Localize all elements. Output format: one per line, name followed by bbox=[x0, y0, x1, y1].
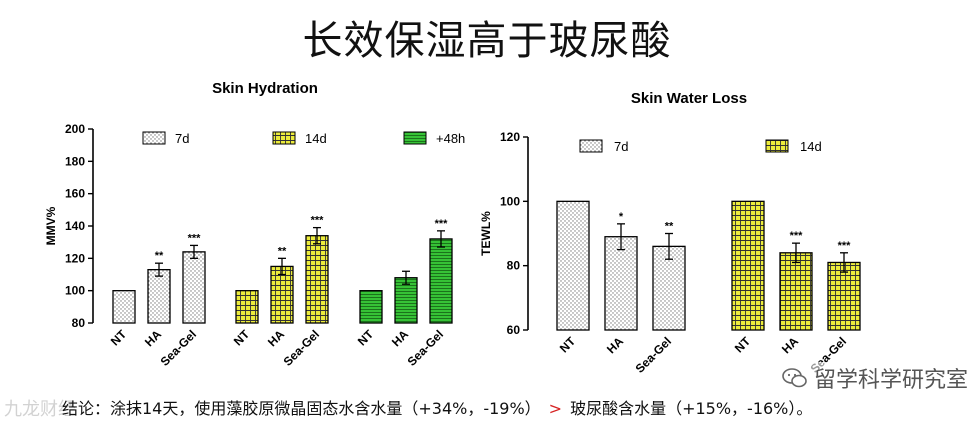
bar bbox=[113, 291, 135, 323]
x-tick-label: Sea-Gel bbox=[633, 334, 675, 376]
bar bbox=[148, 270, 170, 323]
x-tick-label: Sea-Gel bbox=[158, 327, 200, 369]
x-tick-label: HA bbox=[265, 327, 287, 349]
x-tick-label: HA bbox=[142, 327, 164, 349]
conclusion-suffix: 玻尿酸含水量（+15%，-16%）。 bbox=[570, 399, 812, 418]
y-tick-label: 120 bbox=[65, 251, 85, 265]
legend-label: +48h bbox=[436, 131, 465, 146]
x-tick-label: Sea-Gel bbox=[405, 327, 447, 369]
greater-than-sign: > bbox=[549, 399, 562, 418]
x-tick-label: NT bbox=[231, 327, 253, 349]
bar bbox=[183, 252, 205, 323]
bar bbox=[780, 253, 812, 330]
x-tick-label: NT bbox=[355, 327, 377, 349]
x-tick-label: NT bbox=[557, 334, 579, 356]
significance-label: *** bbox=[790, 230, 804, 242]
wechat-icon bbox=[782, 367, 808, 389]
conclusion: 结论：涂抹14天，使用藻胶原微晶固态水含水量（+34%，-19%） > 玻尿酸含水量… bbox=[0, 392, 974, 425]
y-tick-label: 200 bbox=[65, 122, 85, 136]
legend-label: 7d bbox=[175, 131, 189, 146]
bar bbox=[430, 239, 452, 323]
x-tick-label: HA bbox=[389, 327, 411, 349]
y-tick-label: 80 bbox=[72, 316, 86, 330]
y-tick-label: 140 bbox=[65, 219, 85, 233]
legend-label: 14d bbox=[305, 131, 327, 146]
conclusion-prefix: 结论：涂抹14天，使用藻胶原微晶固态水含水量（+34%，-19%） bbox=[62, 399, 541, 418]
x-tick-label: Sea-Gel bbox=[281, 327, 323, 369]
bar bbox=[732, 201, 764, 330]
bar bbox=[360, 291, 382, 323]
legend-swatch bbox=[404, 132, 426, 144]
significance-label: *** bbox=[838, 240, 852, 252]
significance-label: *** bbox=[435, 218, 449, 230]
legend-swatch bbox=[273, 132, 295, 144]
y-tick-label: 100 bbox=[65, 284, 85, 298]
significance-label: * bbox=[619, 211, 624, 223]
significance-label: ** bbox=[155, 250, 164, 262]
y-tick-label: 160 bbox=[65, 187, 85, 201]
watermark-right-label: 留学科学研究室 bbox=[814, 362, 968, 394]
chart-title: Skin Water Loss bbox=[631, 90, 747, 107]
significance-label: *** bbox=[311, 215, 325, 227]
significance-label: ** bbox=[665, 221, 674, 233]
x-tick-label: NT bbox=[108, 327, 130, 349]
legend-label: 7d bbox=[614, 139, 628, 154]
y-tick-label: 100 bbox=[500, 194, 520, 208]
watermark-right: 留学科学研究室 bbox=[782, 362, 968, 394]
y-tick-label: 180 bbox=[65, 154, 85, 168]
x-tick-label: NT bbox=[732, 334, 754, 356]
x-tick-label: HA bbox=[779, 334, 801, 356]
y-tick-label: 120 bbox=[500, 130, 520, 144]
y-tick-label: 60 bbox=[507, 323, 521, 337]
significance-label: *** bbox=[188, 232, 202, 244]
bar bbox=[557, 201, 589, 330]
x-tick-label: HA bbox=[604, 334, 626, 356]
y-tick-label: 80 bbox=[507, 259, 521, 273]
legend-swatch bbox=[766, 140, 788, 152]
bar bbox=[605, 237, 637, 330]
y-axis-label: TEWL% bbox=[479, 211, 493, 256]
bar bbox=[236, 291, 258, 323]
bar bbox=[306, 236, 328, 323]
chart-title: Skin Hydration bbox=[212, 80, 318, 97]
legend-swatch bbox=[143, 132, 165, 144]
legend-swatch bbox=[580, 140, 602, 152]
significance-label: ** bbox=[278, 245, 287, 257]
y-axis-label: MMV% bbox=[44, 206, 58, 245]
legend-label: 14d bbox=[800, 139, 822, 154]
